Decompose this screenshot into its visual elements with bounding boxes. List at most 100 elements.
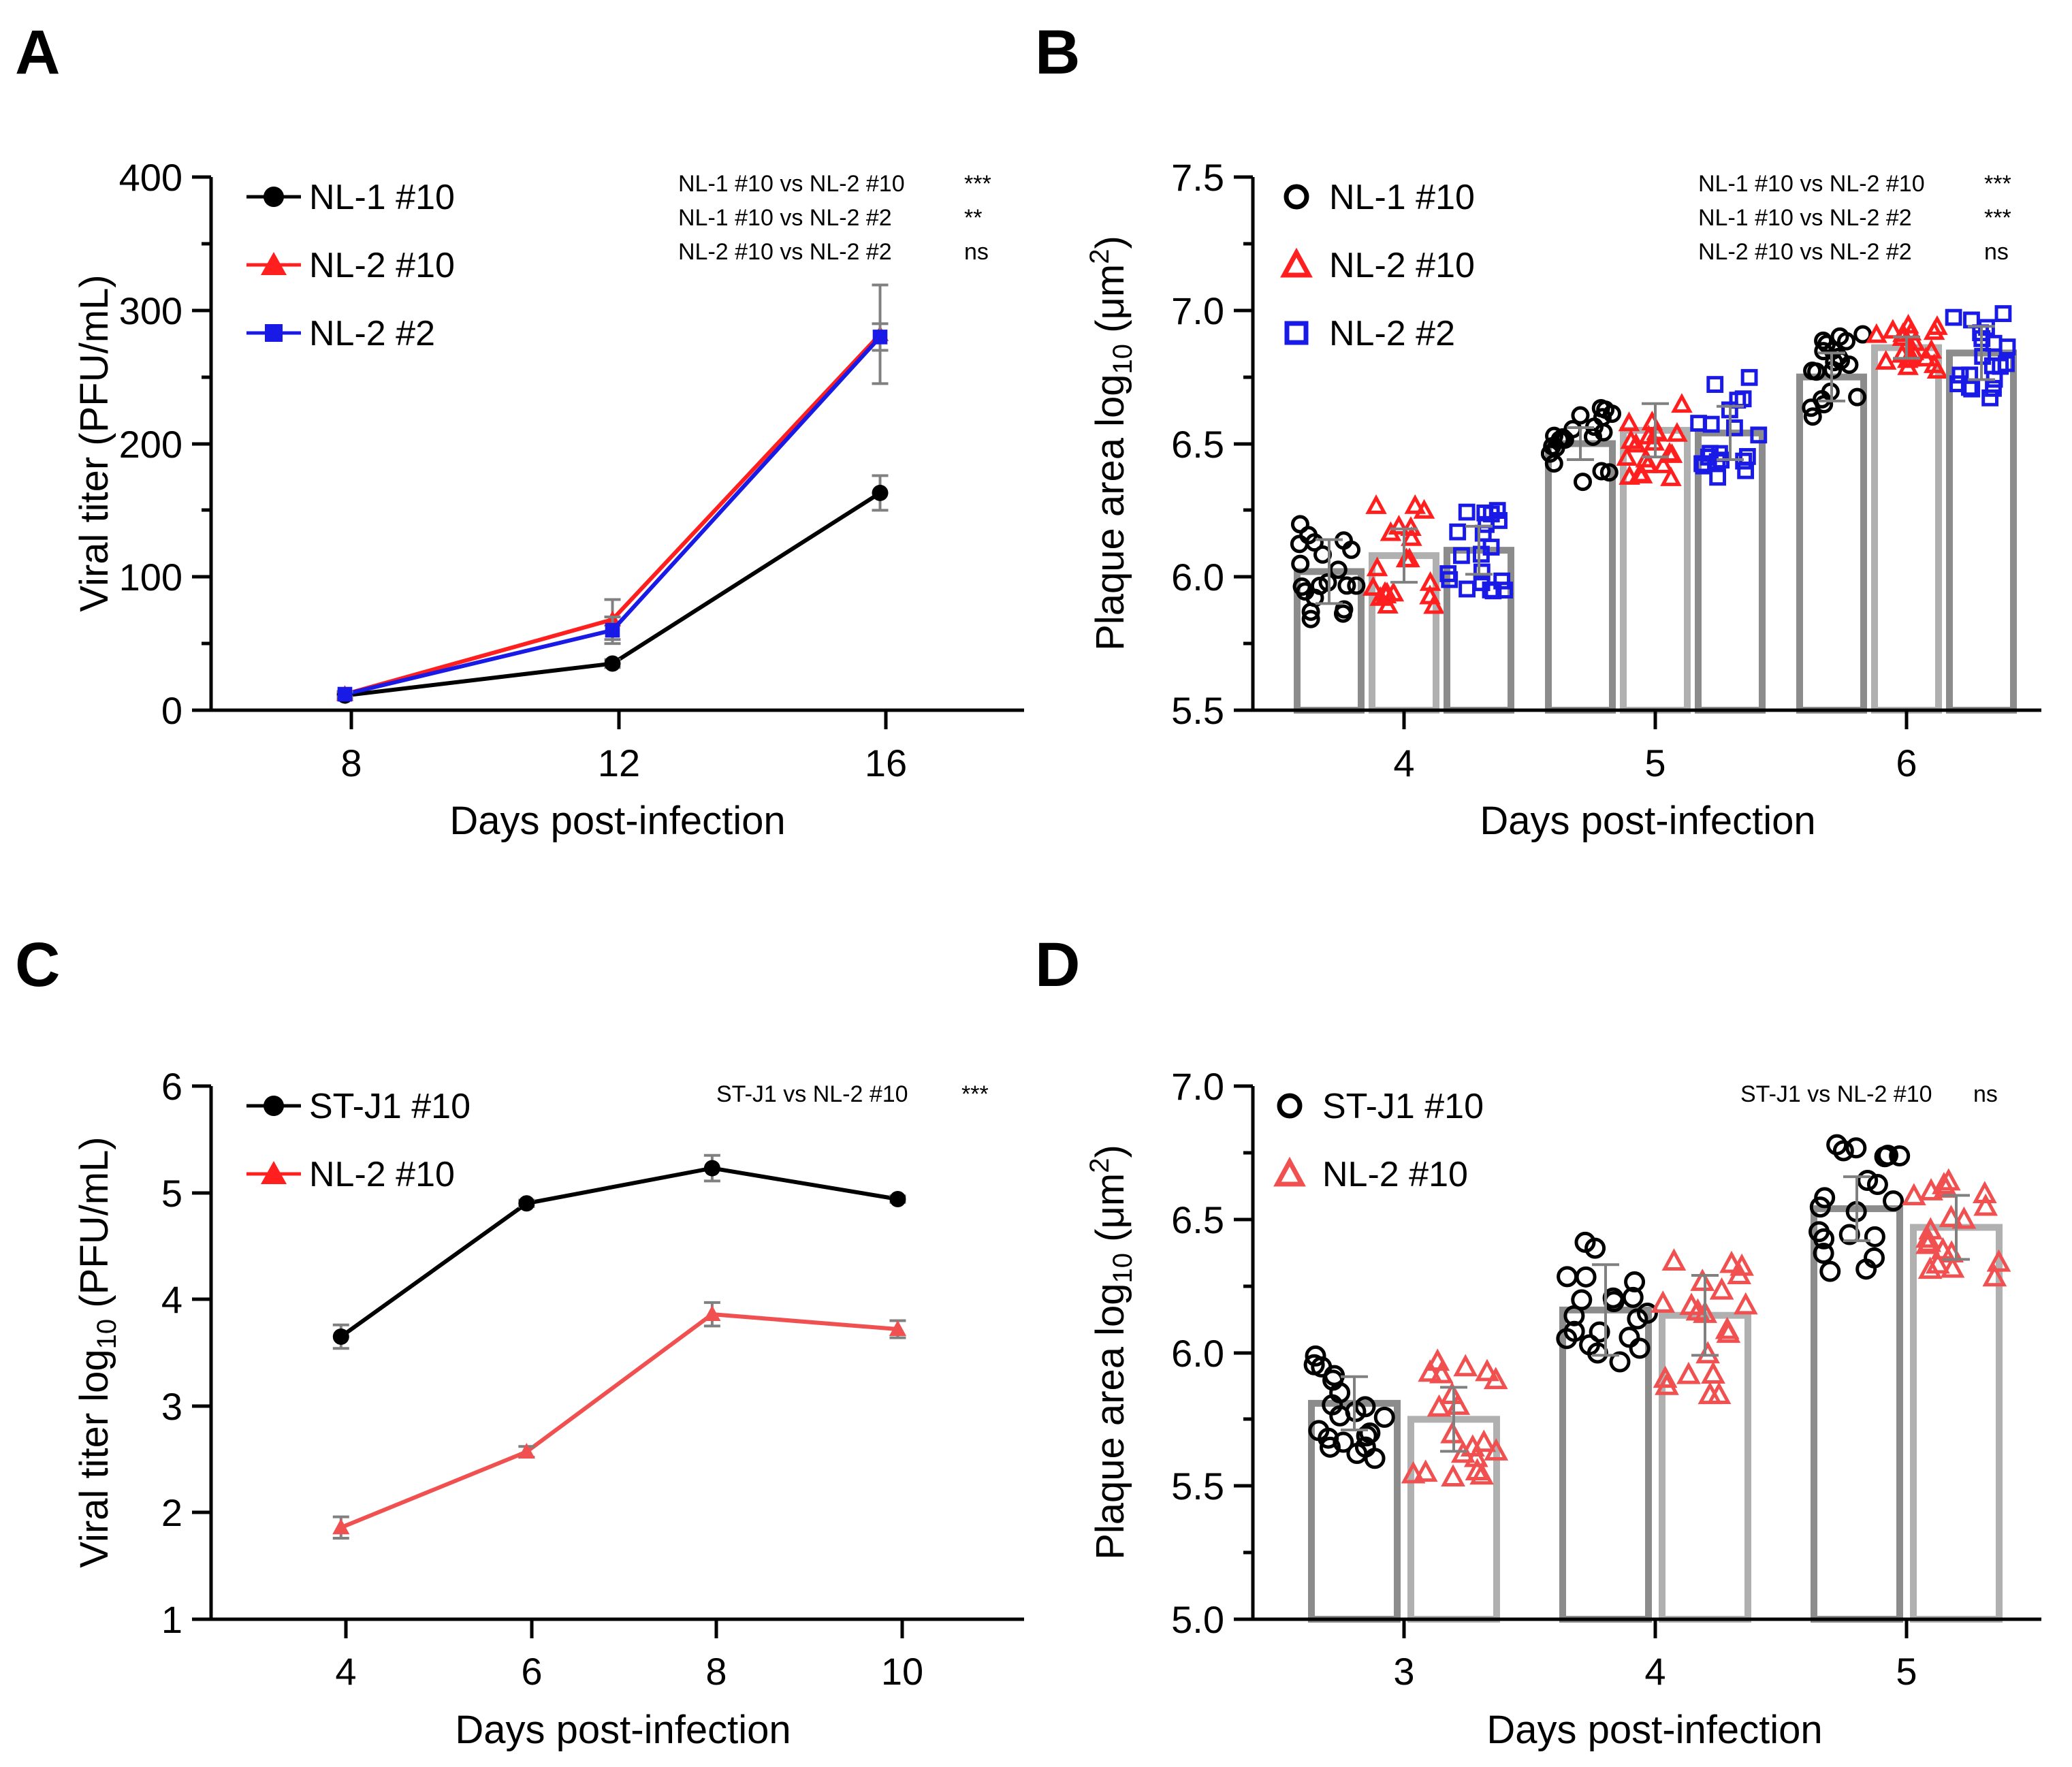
point-marker-circle [1563,419,1582,439]
point-marker-triangle [1475,1358,1499,1382]
x-tick-label: 16 [865,742,907,784]
point-marker-circle [1866,1174,1888,1196]
point-marker-circle [1579,1334,1601,1356]
point-marker-triangle [1625,432,1647,453]
stat-significance: *** [1984,171,2011,197]
point-marker-triangle [1676,1361,1701,1384]
point-marker-circle [1335,600,1354,619]
point-marker-circle [1599,463,1619,482]
point-marker-triangle [1619,465,1640,485]
point-marker-circle [1299,526,1318,545]
y-title-superscript: 2 [1085,1158,1115,1173]
bar-group [1556,1231,1658,1623]
panel-a: A 0 100 200 300 400 [15,18,1024,843]
legend-label: NL-2 #10 [1322,1155,1468,1194]
point-marker-square [605,622,620,638]
x-tick-label: 4 [1644,1650,1665,1693]
point-marker-circle [1864,1247,1885,1269]
stat-comparison: NL-1 #10 vs NL-2 #10 [1698,171,1925,197]
point-marker-square [1951,366,1969,384]
point-marker-circle [1803,407,1822,426]
point-marker-circle [1802,398,1821,417]
legend-item-nl1-10: NL-1 #10 [246,178,455,217]
point-marker-triangle [703,1305,721,1322]
point-marker-triangle [1733,1292,1758,1315]
point-marker-triangle [1427,1394,1452,1417]
point-marker-triangle [1882,319,1904,339]
point-marker-circle [1592,462,1611,481]
point-marker-square [1458,503,1476,521]
legend-item-nl2-10: NL-2 #10 [246,1155,455,1194]
y-tick-label: 3 [161,1385,182,1428]
panel-b-x-axis-title: Days post-infection [1480,799,1815,843]
point-marker-circle [1826,1134,1848,1156]
y-tick-label: 7.0 [1171,289,1224,332]
series-line [340,1312,898,1530]
legend-item-stj1-10: ST-J1 #10 [246,1087,471,1126]
point-marker-triangle [1727,1262,1752,1284]
point-marker-circle [1296,582,1315,601]
point-marker-triangle [1441,1464,1465,1487]
series-st-j1-10 [332,1153,906,1350]
panel-b-stats: NL-1 #10 vs NL-2 #10 *** NL-1 #10 vs NL-… [1698,171,2011,265]
point-marker-triangle [1932,1172,1956,1194]
legend-marker-open-circle [1284,184,1309,210]
y-tick-label: 4 [161,1278,182,1321]
y-tick-label: 6.0 [1171,556,1224,599]
point-marker-triangle [1453,1354,1478,1377]
legend-item-nl2-2: NL-2 #2 [1284,314,1455,353]
bar [1946,349,2017,714]
point-marker-triangle [1638,424,1660,445]
point-marker-triangle [1400,516,1422,537]
point-marker-triangle [1380,521,1402,541]
point-marker-triangle [1709,1277,1734,1300]
stat-significance: ns [1973,1081,1998,1107]
series-nl-2-2 [336,322,889,702]
y-tick-label: 5.5 [1171,1465,1224,1508]
point-marker-square [1981,389,1999,407]
point-marker-triangle [1366,556,1388,577]
point-marker-circle [1627,1308,1648,1330]
point-marker-circle [1814,1187,1836,1209]
point-marker-circle [1889,1145,1911,1166]
point-marker-triangle [1940,1255,1965,1278]
panel-c: C 1 2 3 4 5 6 [15,930,1024,1752]
y-tick-label: 5 [161,1172,182,1215]
y-title-unit-open: (μm [1088,264,1132,344]
stat-significance: *** [1984,205,2011,231]
bar-group [1439,502,1514,714]
panel-d-y-ticks [1234,1084,1253,1621]
legend-label: NL-2 #10 [1329,246,1475,285]
legend-label: NL-2 #10 [309,1155,455,1194]
panel-label-d: D [1035,930,1080,1000]
stat-comparison: NL-2 #10 vs NL-2 #2 [1698,239,1912,265]
point-marker-triangle [1902,1183,1926,1206]
point-marker-circle [1864,1226,1885,1247]
y-title-main: Plaque area log [1088,374,1132,650]
y-tick-label: 6.0 [1171,1332,1224,1375]
panel-b-y-ticks [1234,175,1253,712]
point-marker-circle [1819,1260,1841,1282]
point-marker-circle [1853,325,1872,344]
bar-group [1290,515,1366,714]
point-marker-triangle [1413,498,1435,519]
point-marker-triangle [1875,350,1897,370]
point-marker-triangle [1719,1250,1744,1273]
point-marker-circle [1557,1266,1578,1288]
legend-marker-triangle [261,252,287,275]
point-marker-circle [1622,1286,1644,1308]
y-tick-label: 400 [119,156,182,199]
point-marker-square [1496,582,1514,599]
point-marker-circle [1845,1137,1867,1159]
legend-label: NL-2 #10 [309,246,455,285]
point-marker-triangle [1413,1459,1438,1482]
point-marker-square [1493,572,1511,590]
point-marker-circle [1337,576,1356,595]
point-marker-triangle [1637,453,1659,473]
panel-b-plot: 5.5 6.0 6.5 7.0 7.5 4 5 6 Days post-infe… [1085,156,2041,843]
legend-label: NL-1 #10 [1329,178,1475,217]
panel-c-x-axis-title: Days post-infection [455,1708,791,1752]
point-marker-circle [1347,576,1366,595]
point-marker-circle [889,1190,906,1207]
x-tick-label: 12 [598,742,640,784]
